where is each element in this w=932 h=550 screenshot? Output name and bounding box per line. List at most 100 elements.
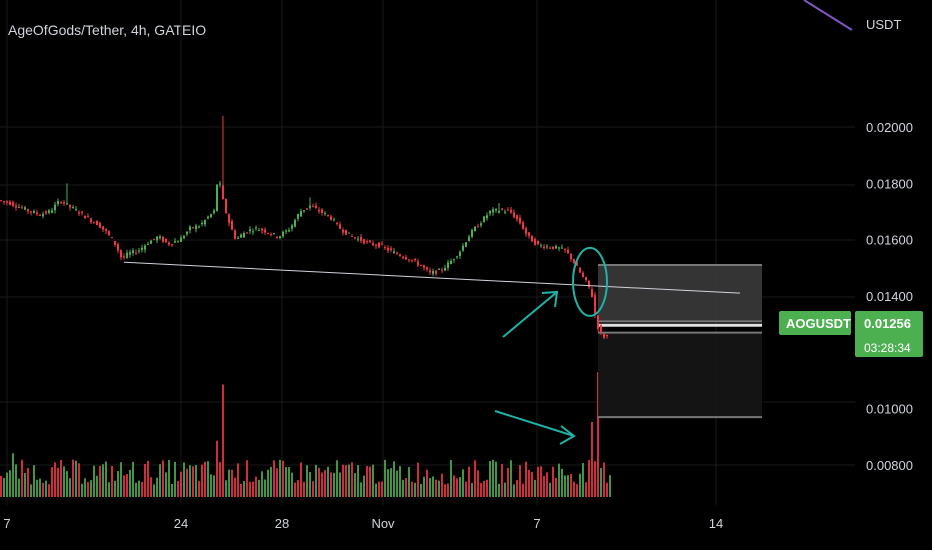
volume-bar bbox=[417, 462, 419, 497]
volume-bar bbox=[261, 471, 263, 497]
volume-bar bbox=[66, 471, 68, 497]
candle-body bbox=[264, 229, 266, 233]
volume-bar bbox=[180, 471, 182, 497]
volume-bar bbox=[378, 481, 380, 497]
candle-body bbox=[525, 228, 527, 234]
volume-bar bbox=[489, 461, 491, 497]
candle-body bbox=[177, 241, 179, 243]
candle-body bbox=[192, 227, 194, 229]
drawing-line bbox=[803, 0, 853, 31]
candle-body bbox=[132, 250, 134, 253]
candle-body bbox=[411, 259, 413, 261]
volume-bar bbox=[252, 481, 254, 497]
volume-bar bbox=[243, 480, 245, 497]
candle-body bbox=[246, 232, 248, 234]
volume-bar bbox=[141, 481, 143, 497]
candle-body bbox=[540, 245, 542, 247]
candle-body bbox=[72, 207, 74, 209]
volume-bar bbox=[111, 465, 113, 497]
candle-body bbox=[63, 202, 65, 204]
volume-bar bbox=[210, 474, 212, 497]
candle-body bbox=[381, 243, 383, 245]
volume-bar bbox=[198, 481, 200, 497]
candle-body bbox=[126, 252, 128, 258]
volume-bar bbox=[483, 480, 485, 497]
volume-bar bbox=[450, 459, 452, 497]
volume-bar bbox=[345, 465, 347, 497]
candle-body bbox=[270, 234, 272, 236]
volume-bar bbox=[555, 477, 557, 497]
candle-body bbox=[465, 242, 467, 247]
volume-bar bbox=[471, 483, 473, 497]
chart-title: AgeOfGods/Tether, 4h, GATEIO bbox=[8, 22, 207, 38]
volume-bar bbox=[429, 478, 431, 497]
volume-bar bbox=[318, 467, 320, 497]
trendline bbox=[123, 261, 741, 294]
x-tick-label: 24 bbox=[174, 516, 188, 531]
volume-bar bbox=[351, 462, 353, 497]
candle-body bbox=[459, 251, 461, 256]
candle-body bbox=[306, 208, 308, 210]
candle-body bbox=[33, 211, 35, 213]
candle-body bbox=[330, 216, 332, 220]
volume-bar bbox=[366, 465, 368, 497]
candle-body bbox=[105, 229, 107, 232]
volume-bar bbox=[240, 484, 242, 497]
candle-body bbox=[60, 202, 62, 204]
candle-body bbox=[435, 270, 437, 274]
candle-body bbox=[564, 248, 566, 250]
volume-bar bbox=[501, 464, 503, 497]
volume-bar bbox=[321, 472, 323, 497]
candle-body bbox=[120, 249, 122, 258]
candle-body bbox=[195, 225, 197, 230]
volume-bar bbox=[75, 460, 77, 497]
volume-bar bbox=[18, 478, 20, 497]
volume-bar bbox=[201, 464, 203, 497]
volume-bar bbox=[600, 468, 602, 497]
volume-bar bbox=[276, 468, 278, 497]
candle-body bbox=[357, 238, 359, 240]
y-tick-label: 0.01000 bbox=[866, 402, 913, 417]
volume-bar bbox=[285, 466, 287, 497]
volume-bar bbox=[609, 475, 611, 497]
volume-bar bbox=[423, 476, 425, 497]
volume-bar bbox=[258, 479, 260, 497]
candle-body bbox=[498, 210, 500, 213]
candle-body bbox=[360, 236, 362, 241]
symbol-label: AOGUSDT bbox=[786, 316, 851, 331]
candle-body bbox=[573, 259, 575, 263]
volume-bar bbox=[381, 481, 383, 497]
bar-countdown: 03:28:34 bbox=[864, 341, 911, 355]
volume-bar bbox=[222, 384, 224, 497]
candle-body bbox=[396, 252, 398, 255]
candle-body bbox=[534, 238, 536, 245]
volume-bar bbox=[387, 469, 389, 497]
volume-bar bbox=[561, 468, 563, 497]
volume-bar bbox=[576, 484, 578, 497]
volume-bar bbox=[567, 475, 569, 497]
volume-bar bbox=[315, 464, 317, 497]
volume-bar bbox=[537, 466, 539, 497]
candle-body bbox=[9, 201, 11, 205]
candle-body bbox=[207, 216, 209, 219]
candle-body bbox=[285, 230, 287, 232]
candle-body bbox=[204, 219, 206, 225]
x-tick-label: 7 bbox=[3, 516, 10, 531]
y-tick-label: 0.01600 bbox=[866, 233, 913, 248]
volume-bar bbox=[96, 475, 98, 497]
candle-body bbox=[180, 237, 182, 242]
candle-body bbox=[516, 215, 518, 220]
volume-bar bbox=[492, 459, 494, 497]
volume-bar bbox=[129, 469, 131, 497]
candle-body bbox=[228, 214, 230, 223]
volume-bar bbox=[504, 482, 506, 497]
volume-bar bbox=[384, 459, 386, 497]
candle-body bbox=[276, 236, 278, 238]
candle-body bbox=[429, 270, 431, 273]
candle-body bbox=[294, 219, 296, 227]
volume-bar bbox=[369, 466, 371, 497]
candle-body bbox=[162, 236, 164, 242]
candle-body bbox=[102, 226, 104, 230]
y-tick-label: 0.01800 bbox=[866, 176, 913, 191]
